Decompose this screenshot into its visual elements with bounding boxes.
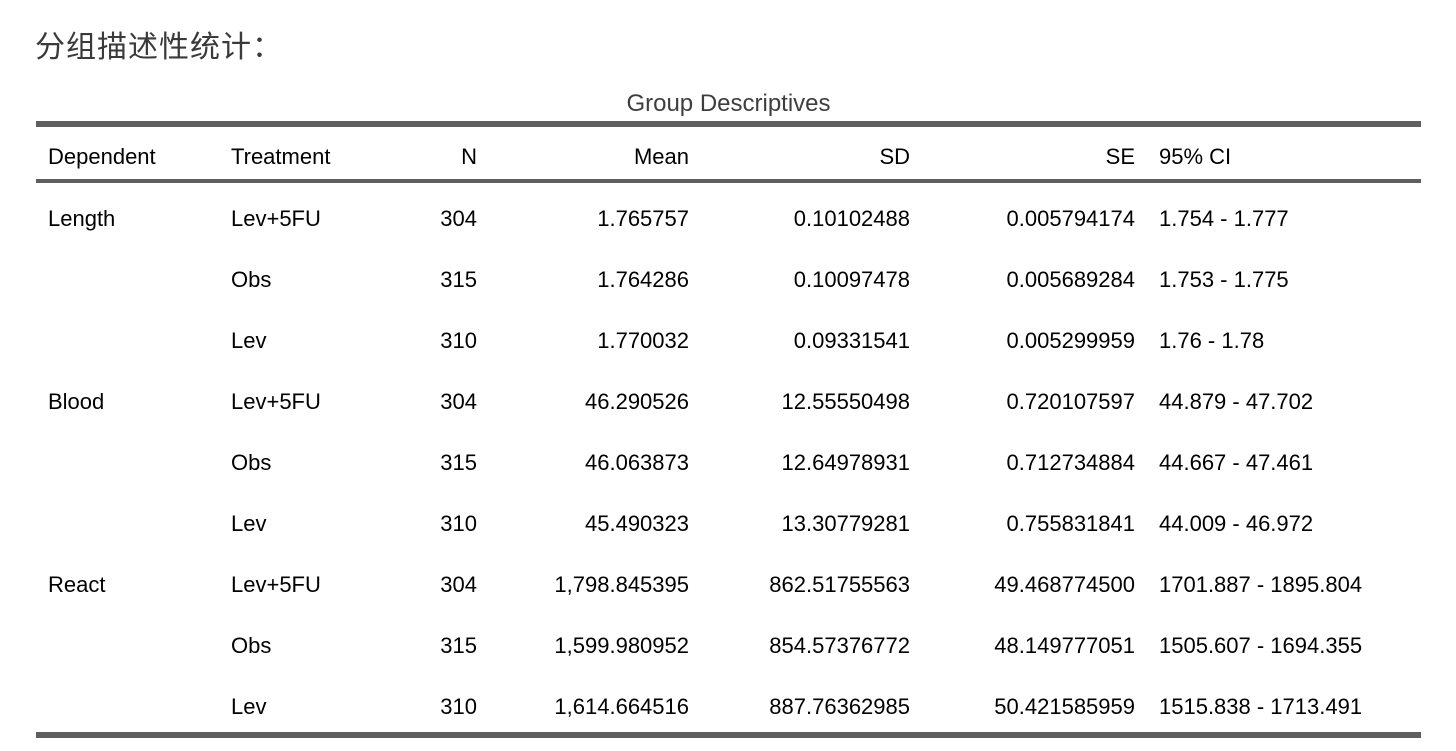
cell-se: 0.755831841: [1006, 510, 1135, 536]
column-header-ci: 95% CI: [1147, 121, 1421, 183]
column-header-treatment: Treatment: [219, 121, 389, 183]
cell-mean: 1.765757: [597, 205, 689, 231]
cell-mean: 1.770032: [597, 327, 689, 353]
cell-ci: 44.667 - 47.461: [1159, 449, 1314, 475]
cell-treatment: Lev: [231, 327, 267, 353]
cell-treatment: Obs: [231, 449, 272, 475]
cell-dependent: [36, 244, 219, 305]
cell-ci: 44.009 - 46.972: [1159, 510, 1314, 536]
cell-ci: 1.754 - 1.777: [1159, 205, 1289, 231]
cell-ci: 1505.607 - 1694.355: [1159, 632, 1363, 658]
cell-mean: 45.490323: [585, 510, 689, 536]
cell-ci: 44.879 - 47.702: [1159, 388, 1314, 414]
cell-dependent: React: [48, 571, 106, 597]
cell-se: 0.005689284: [1006, 266, 1135, 292]
cell-treatment: Obs: [231, 266, 272, 292]
cell-sd: 0.09331541: [793, 327, 910, 353]
cell-ci: 1515.838 - 1713.491: [1147, 671, 1421, 738]
column-header-mean: Mean: [489, 121, 701, 183]
cell-se: 49.468774500: [994, 571, 1135, 597]
cell-n: 315: [440, 632, 477, 658]
column-header-sd: SD: [701, 121, 922, 183]
cell-n: 315: [440, 266, 477, 292]
cell-treatment: Lev: [231, 510, 267, 536]
cell-ci: 1.753 - 1.775: [1159, 266, 1289, 292]
cell-treatment: Lev: [219, 671, 389, 738]
cell-dependent: [36, 427, 219, 488]
cell-dependent: [36, 305, 219, 366]
cell-treatment: Lev+5FU: [231, 205, 321, 231]
cell-sd: 13.30779281: [781, 510, 910, 536]
cell-treatment: Lev+5FU: [231, 571, 321, 597]
cell-n: 304: [440, 205, 477, 231]
cell-sd: 854.57376772: [769, 632, 910, 658]
cell-mean: 46.290526: [585, 388, 689, 414]
cell-se: 50.421585959: [922, 671, 1147, 738]
table-row: Obs 315 1,599.980952 854.57376772 48.149…: [36, 610, 1421, 671]
column-header-se: SE: [922, 121, 1147, 183]
table-row: Lev 310 1.770032 0.09331541 0.005299959 …: [36, 305, 1421, 366]
table-row: Obs 315 46.063873 12.64978931 0.71273488…: [36, 427, 1421, 488]
header-row: Dependent Treatment N Mean SD SE 95% CI: [36, 121, 1421, 183]
cell-se: 0.720107597: [1006, 388, 1135, 414]
column-header-dependent: Dependent: [36, 121, 219, 183]
cell-mean: 1.764286: [597, 266, 689, 292]
page-title: 分组描述性统计：: [35, 31, 283, 64]
cell-n: 310: [440, 327, 477, 353]
cell-se: 0.005794174: [1006, 205, 1135, 231]
cell-se: 0.005299959: [1006, 327, 1135, 353]
cell-n: 304: [440, 571, 477, 597]
table-row: Blood Lev+5FU 304 46.290526 12.55550498 …: [36, 366, 1421, 427]
group-descriptives-section: Group Descriptives Dependent Treatment N…: [36, 90, 1421, 738]
table-row: Lev 310 1,614.664516 887.76362985 50.421…: [36, 671, 1421, 738]
cell-dependent: [36, 610, 219, 671]
column-header-n: N: [389, 121, 489, 183]
table-row: Length Lev+5FU 304 1.765757 0.10102488 0…: [36, 181, 1421, 244]
cell-n: 310: [440, 510, 477, 536]
cell-treatment: Obs: [231, 632, 272, 658]
cell-treatment: Lev+5FU: [231, 388, 321, 414]
cell-sd: 0.10102488: [793, 205, 910, 231]
cell-dependent: Length: [48, 205, 116, 231]
table-title: Group Descriptives: [626, 90, 831, 117]
cell-mean: 1,599.980952: [554, 632, 689, 658]
cell-n: 310: [389, 671, 489, 738]
cell-sd: 12.55550498: [781, 388, 910, 414]
cell-n: 304: [440, 388, 477, 414]
group-descriptives-table: Dependent Treatment N Mean SD SE 95% CI …: [36, 121, 1421, 738]
cell-mean: 1,798.845395: [554, 571, 689, 597]
cell-mean: 46.063873: [585, 449, 689, 475]
cell-mean: 1,614.664516: [489, 671, 701, 738]
cell-ci: 1701.887 - 1895.804: [1159, 571, 1363, 597]
table-row: Lev 310 45.490323 13.30779281 0.75583184…: [36, 488, 1421, 549]
table-row: Obs 315 1.764286 0.10097478 0.005689284 …: [36, 244, 1421, 305]
cell-se: 0.712734884: [1006, 449, 1135, 475]
cell-dependent: [36, 488, 219, 549]
cell-sd: 887.76362985: [701, 671, 922, 738]
table-row: React Lev+5FU 304 1,798.845395 862.51755…: [36, 549, 1421, 610]
cell-ci: 1.76 - 1.78: [1159, 327, 1265, 353]
cell-sd: 12.64978931: [781, 449, 910, 475]
cell-se: 48.149777051: [994, 632, 1135, 658]
cell-sd: 862.51755563: [769, 571, 910, 597]
cell-dependent: Blood: [48, 388, 105, 414]
cell-n: 315: [440, 449, 477, 475]
cell-sd: 0.10097478: [793, 266, 910, 292]
cell-dependent: [36, 671, 219, 738]
